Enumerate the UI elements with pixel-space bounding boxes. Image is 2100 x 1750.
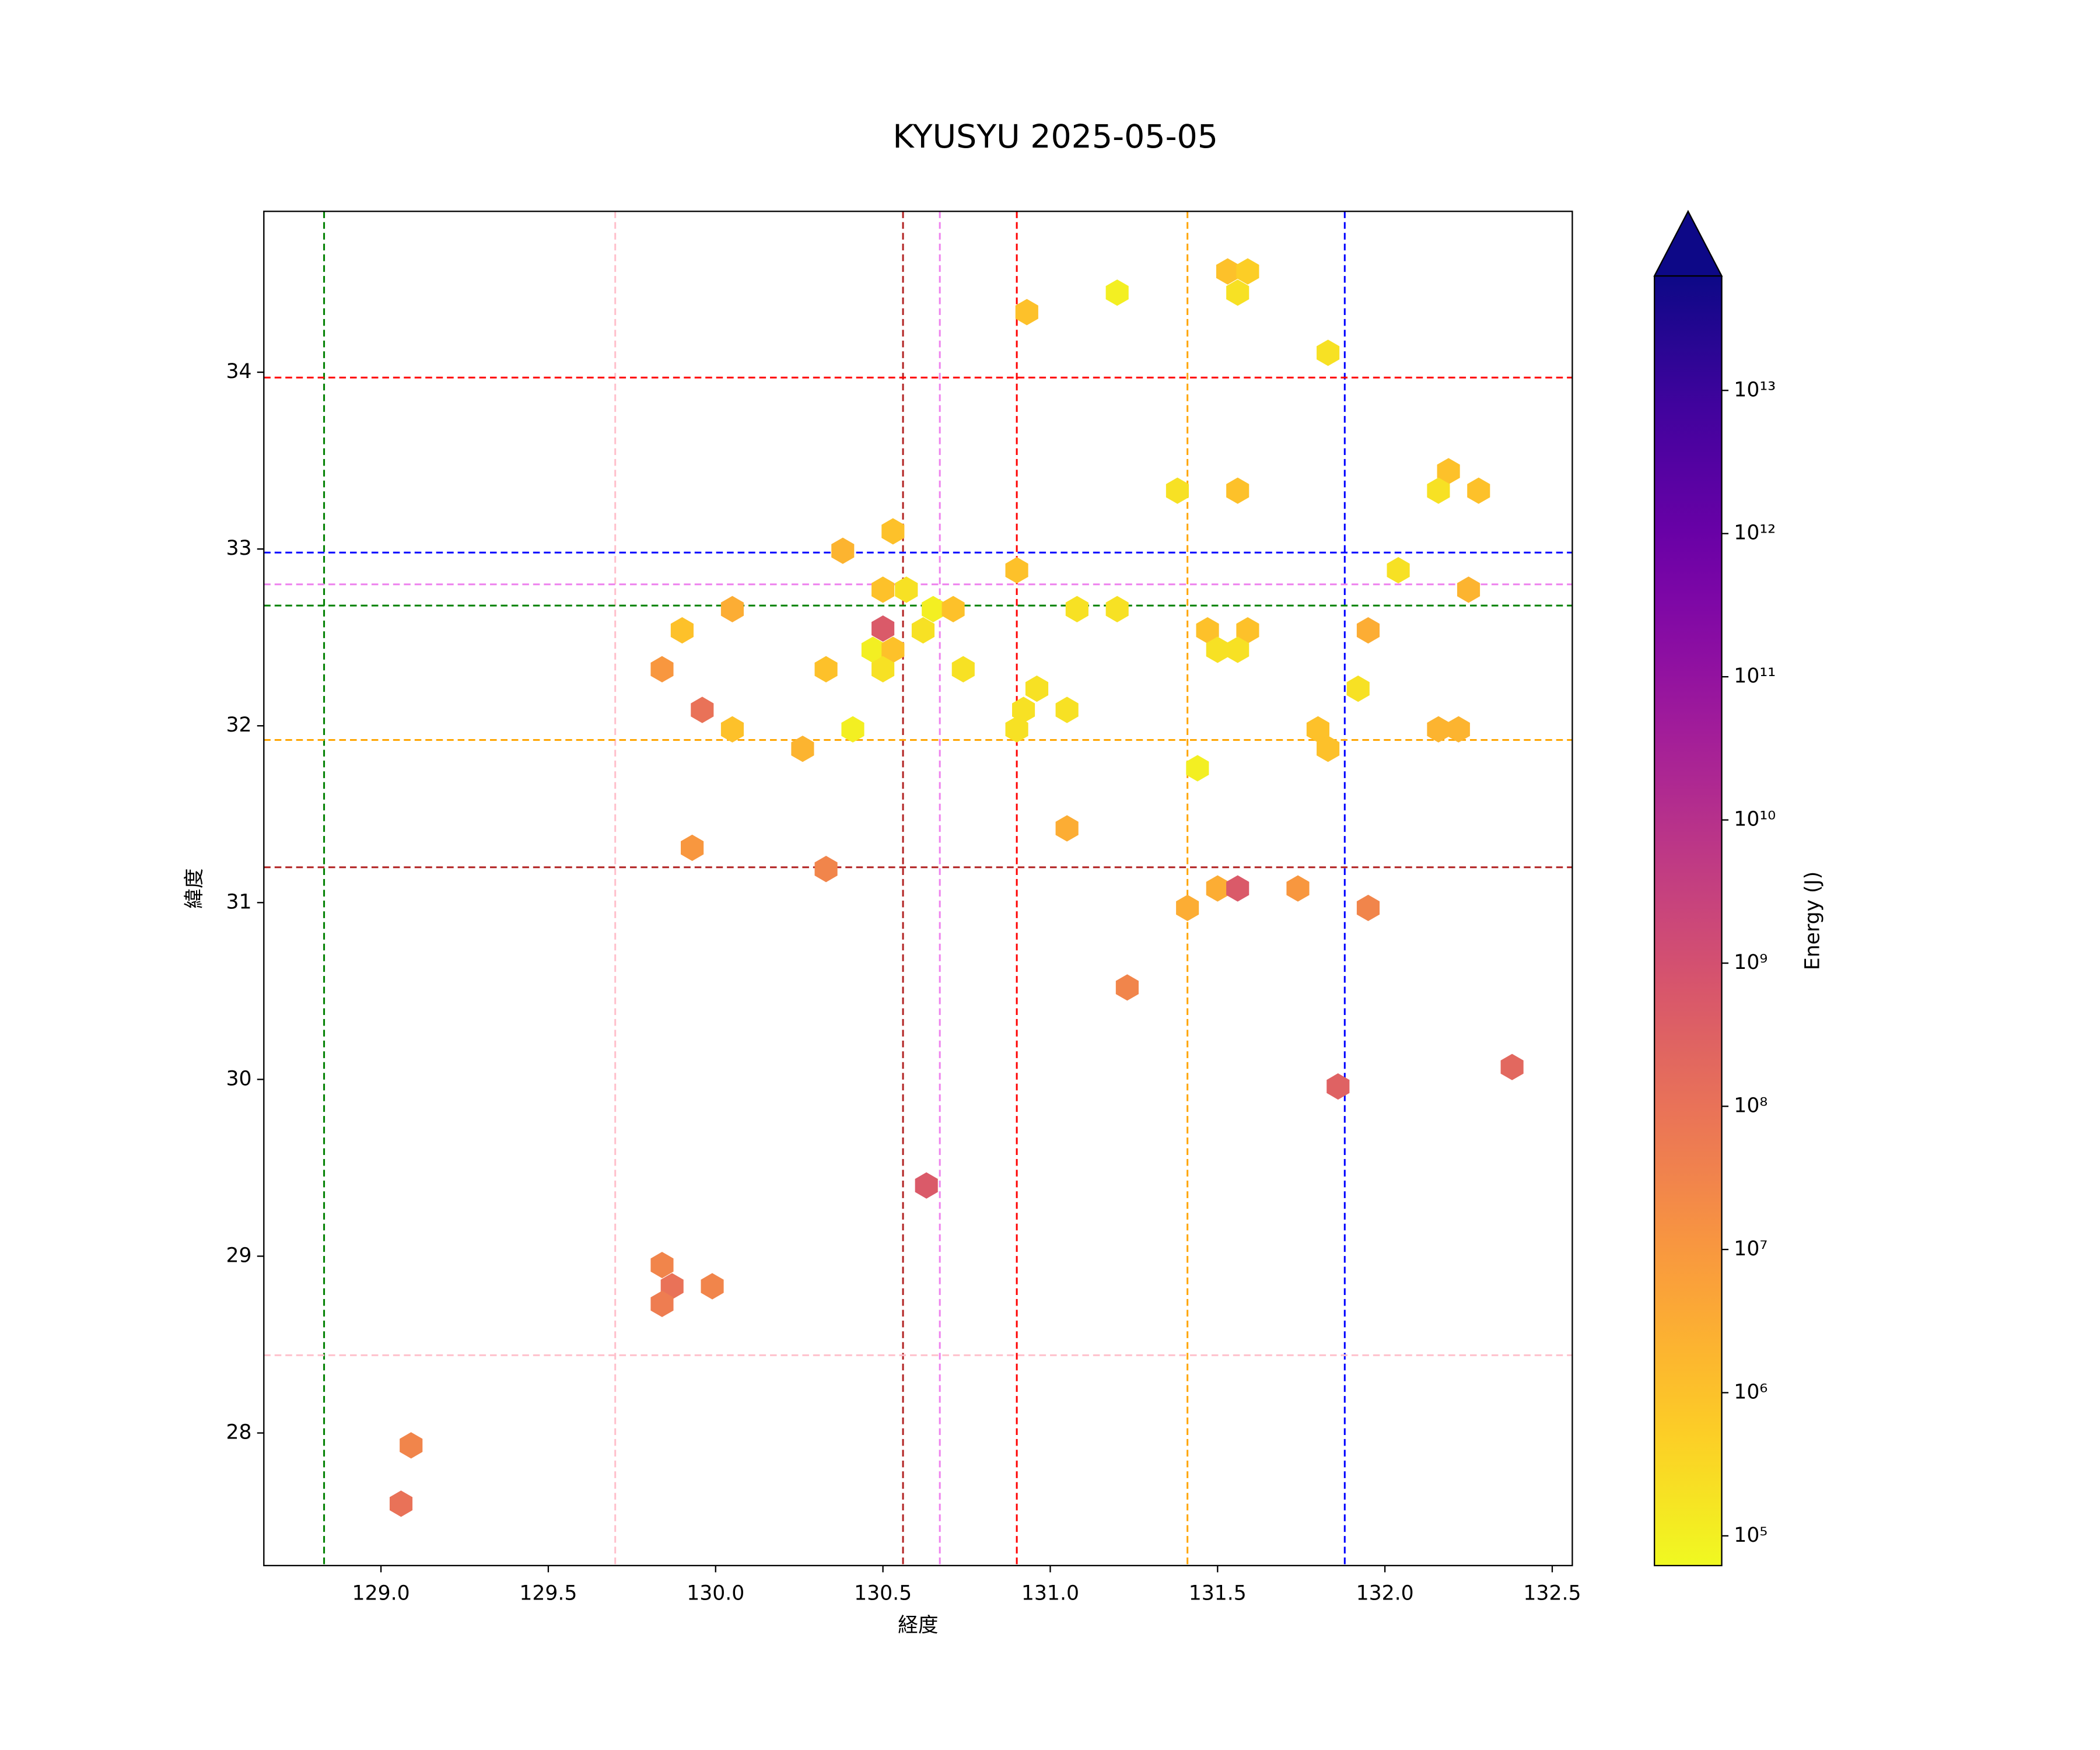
x-tick-label: 131.0 — [1021, 1581, 1079, 1605]
hexbin-cell — [881, 518, 905, 545]
colorbar-tick-label: 10¹⁰ — [1734, 808, 1776, 831]
x-tick-label: 130.5 — [854, 1581, 912, 1605]
hexbin-cell — [400, 1432, 423, 1459]
hexbin-cell — [951, 656, 975, 682]
hexbin-cell — [1326, 1073, 1350, 1100]
hexbin-cell — [1447, 716, 1470, 743]
hexbin-cell — [1467, 477, 1490, 504]
hexbin-cell — [1015, 299, 1038, 326]
y-tick-label: 34 — [226, 360, 251, 383]
hexbin-cell — [1025, 676, 1049, 702]
hexbin-cell — [389, 1490, 413, 1517]
hexbin-cell — [814, 856, 838, 883]
hexbin-cell — [911, 617, 935, 644]
hexbin-cell — [942, 596, 965, 622]
colorbar-tick-label: 10⁵ — [1734, 1524, 1768, 1547]
colorbar-frame — [1653, 276, 1723, 1566]
hexbin-cell — [681, 834, 704, 861]
hexbin-cell — [720, 596, 744, 622]
hexbin-cell — [650, 1252, 674, 1279]
hexbin-cell — [1356, 617, 1380, 644]
hexbin-cell — [1500, 1054, 1524, 1080]
y-tick-label: 29 — [226, 1244, 251, 1267]
hexbin-cell — [1457, 576, 1480, 603]
hexbin-cell — [1055, 696, 1079, 723]
x-tick-label: 131.5 — [1189, 1581, 1247, 1605]
hexbin-cell — [1115, 974, 1139, 1001]
hexbin-cell — [701, 1273, 724, 1300]
plot-frame — [263, 211, 1573, 1566]
colorbar-extend — [1653, 209, 1723, 277]
hexbin-cell — [1105, 596, 1129, 622]
hexbin-cell — [841, 716, 864, 743]
hexbin-cell — [915, 1172, 938, 1199]
hexbin-cell — [691, 696, 714, 723]
hexbin-cell — [814, 656, 838, 682]
colorbar-tick-label: 10¹¹ — [1734, 664, 1776, 688]
hexbin-cell — [791, 736, 814, 762]
hexbin-cell — [1226, 875, 1250, 902]
hexbin-cell — [1356, 894, 1380, 922]
x-tick-label: 132.5 — [1523, 1581, 1581, 1605]
hexbin-cell — [1105, 279, 1129, 306]
colorbar-tick-label: 10⁸ — [1734, 1094, 1768, 1118]
hexbin-cell — [650, 656, 674, 682]
x-axis-label: 経度 — [898, 1614, 938, 1637]
colorbar-tick-label: 10¹³ — [1734, 378, 1776, 401]
hexbin-cell — [872, 656, 895, 682]
colorbar-label: Energy (J) — [1801, 872, 1824, 970]
y-tick-label: 32 — [226, 713, 251, 737]
hexbin-cell — [1005, 716, 1028, 743]
hexbin-cell — [1317, 340, 1340, 366]
colorbar — [1654, 276, 1722, 1566]
x-tick-label: 129.5 — [519, 1581, 577, 1605]
hexbin-cell — [1317, 736, 1340, 762]
hexbin-cell — [650, 1290, 674, 1317]
hexbin-cell — [831, 537, 855, 564]
x-tick-label: 129.0 — [352, 1581, 410, 1605]
hexbin-cell — [670, 617, 694, 644]
hexbin-cell — [1427, 477, 1450, 504]
hexbin-cell — [1387, 556, 1410, 584]
chart-title: KYUSYU 2025-05-05 — [892, 118, 1218, 156]
colorbar-tick-label: 10⁶ — [1734, 1380, 1768, 1404]
hexbin-cell — [1055, 815, 1079, 842]
y-tick-label: 33 — [226, 537, 251, 560]
hexbin-cell — [1005, 556, 1028, 584]
colorbar-tick-label: 10¹² — [1734, 522, 1776, 545]
hexbin-cell — [1346, 676, 1370, 702]
y-tick-label: 30 — [226, 1067, 251, 1090]
hexbin-cell — [1065, 596, 1088, 622]
x-tick-label: 132.0 — [1356, 1581, 1414, 1605]
hexbin-cell — [872, 576, 895, 603]
hexbin-cell — [1166, 477, 1189, 504]
hexbin-cell — [1236, 258, 1259, 285]
hexbin-cell — [1176, 894, 1199, 922]
hexbin-cell — [1226, 636, 1250, 663]
x-tick-label: 130.0 — [687, 1581, 744, 1605]
y-axis-label: 緯度 — [183, 868, 206, 908]
hexbin-cell — [720, 716, 744, 743]
y-tick-label: 28 — [226, 1421, 251, 1444]
colorbar-tick-label: 10⁹ — [1734, 951, 1768, 974]
hexbin-cell — [1226, 477, 1250, 504]
hexbin-cell — [895, 576, 918, 603]
colorbar-tick-label: 10⁷ — [1734, 1237, 1768, 1261]
hexbin-cell — [1186, 755, 1209, 782]
hexbin-cell — [1286, 875, 1310, 902]
y-tick-label: 31 — [226, 890, 251, 914]
hexbin-cell — [872, 615, 895, 642]
hexbin-cell — [1226, 279, 1250, 306]
